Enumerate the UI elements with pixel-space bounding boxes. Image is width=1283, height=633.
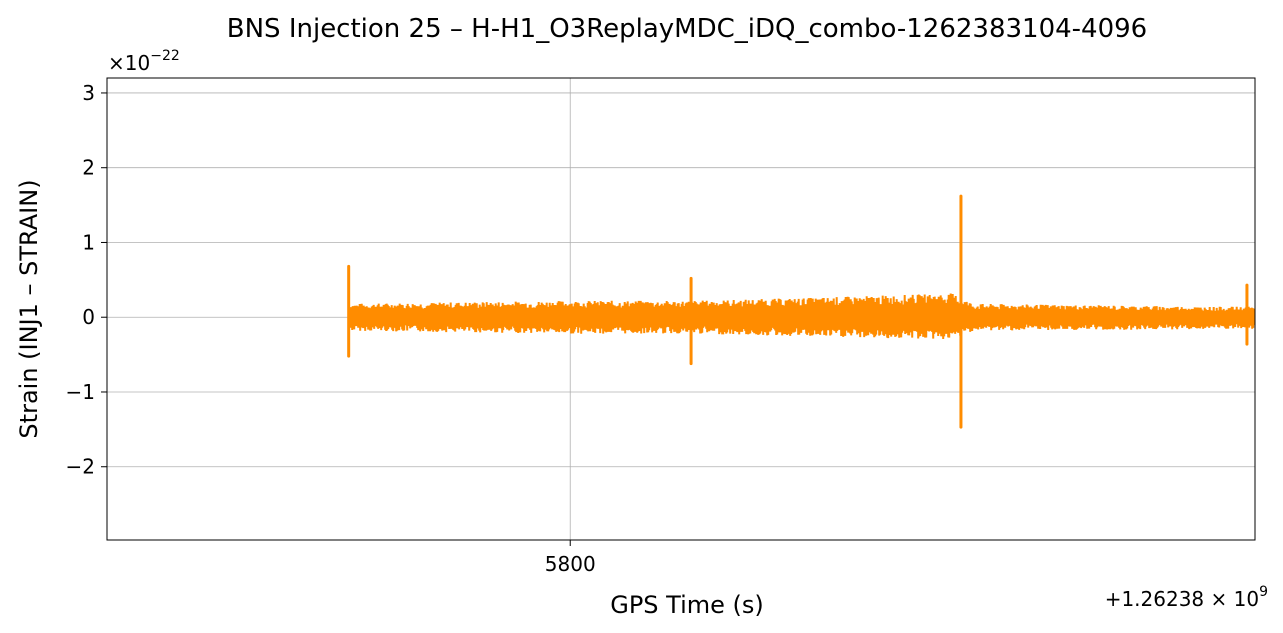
y-tick-label: 3	[82, 81, 95, 105]
x-tick-label: 5800	[545, 552, 596, 576]
plot-area	[347, 194, 1255, 429]
x-axis-label: GPS Time (s)	[610, 591, 764, 619]
y-axis-label: Strain (INJ1 – STRAIN)	[15, 179, 43, 438]
x-offset-exp: 9	[1259, 584, 1268, 600]
y-multiplier-label: ×10−22	[108, 48, 180, 75]
x-offset-label: +1.26238 × 109	[1105, 584, 1268, 611]
x-offset-base: +1.26238 × 10	[1105, 587, 1259, 611]
chart-title: BNS Injection 25 – H-H1_O3ReplayMDC_iDQ_…	[227, 14, 1147, 44]
x-axis-ticks: 580060006200640066006800	[545, 540, 596, 576]
y-tick-label: 2	[82, 156, 95, 180]
grid-lines	[107, 78, 1255, 540]
series-group	[347, 194, 1255, 429]
y-tick-label: 1	[82, 230, 95, 254]
y-tick-label: 0	[82, 305, 95, 329]
y-multiplier-base: ×10	[108, 51, 150, 75]
y-multiplier-exp: −22	[150, 48, 180, 64]
y-tick-label: −1	[66, 380, 95, 404]
y-axis-ticks: −2 −1 0 1 2 3	[66, 81, 107, 479]
axes-frame	[106, 77, 1256, 541]
y-tick-label: −2	[66, 455, 95, 479]
strain-series-line	[347, 293, 1255, 340]
